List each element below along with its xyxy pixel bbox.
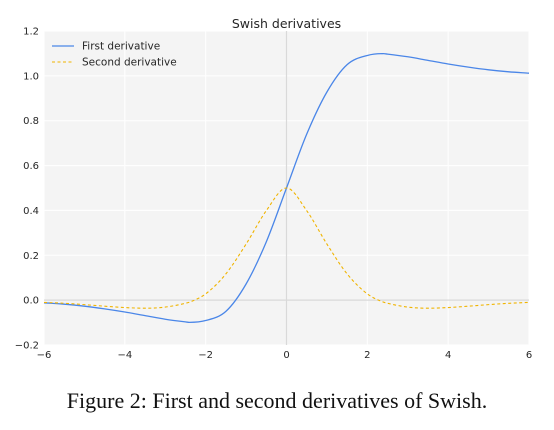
figure-caption: Figure 2: First and second derivatives o… — [66, 388, 488, 413]
x-tick-label: 2 — [364, 350, 370, 361]
y-tick-label: 1.2 — [23, 27, 39, 38]
x-tick-label: −2 — [198, 350, 213, 361]
series-line-secondderivative — [43, 187, 530, 309]
tick-labels: −6 −4 −2 0 2 4 6 −0.2 0.0 0.2 0.4 0.6 0.8 1.0 1.2 — [15, 27, 532, 362]
x-tick-label: 0 — [283, 350, 289, 361]
x-tick-label: 6 — [526, 350, 532, 361]
series-layer — [43, 52, 530, 324]
y-tick-label: 0.2 — [23, 251, 39, 262]
x-tick-label: −6 — [37, 350, 52, 361]
legend: First derivative Second derivative — [52, 41, 177, 69]
y-tick-label: 0.6 — [23, 161, 39, 172]
legend-label-second-derivative: Second derivative — [82, 57, 177, 69]
legend-label-first-derivative: First derivative — [82, 41, 160, 53]
y-tick-label: 0.8 — [23, 116, 39, 127]
y-tick-label: −0.2 — [15, 341, 39, 352]
swish-derivatives-chart: −6 −4 −2 0 2 4 6 −0.2 0.0 0.2 0.4 0.6 0.8 1.0 1.2 Swis… — [15, 16, 532, 362]
y-tick-label: 1.0 — [23, 71, 39, 82]
y-tick-label: 0.4 — [23, 206, 39, 217]
x-tick-label: 4 — [445, 350, 451, 361]
chart-title: Swish derivatives — [232, 16, 341, 31]
y-tick-label: 0.0 — [23, 296, 39, 307]
x-tick-label: −4 — [117, 350, 132, 361]
